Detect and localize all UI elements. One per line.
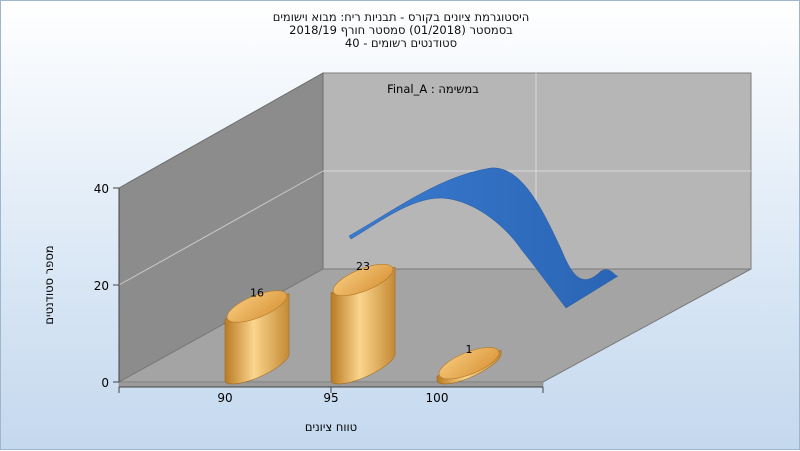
x-axis-title: טווח ציונים	[305, 420, 357, 434]
bar-cap	[226, 290, 288, 323]
chart-title: היסטוגרמת ציונים בקורס - תבניות ריח: מבו…	[1, 11, 800, 50]
x-tick-95: 95	[323, 391, 338, 405]
bar-label-100: 1	[466, 343, 473, 356]
x-axis: 90 95 100	[118, 386, 544, 405]
distribution-curve	[348, 167, 619, 309]
bar-100: 1	[436, 343, 502, 385]
y-axis: 40 20 0	[94, 182, 120, 390]
bars-group: 16 23 1	[224, 260, 502, 385]
y-tick-0: 0	[101, 376, 109, 390]
y-tick-20: 20	[94, 279, 109, 293]
floor-edge	[118, 381, 544, 388]
bar-cap	[332, 263, 394, 297]
title-line-1: היסטוגרמת ציונים בקורס - תבניות ריח: מבו…	[272, 10, 530, 24]
bar-95: 23	[330, 260, 396, 385]
x-tick-100: 100	[426, 391, 449, 405]
title-line-2: בסמסטר (01/2018) סמסטר חורף 2018/19	[289, 23, 513, 37]
gridline-side-h	[118, 170, 324, 286]
y-axis-title: מספר סטודנטים	[42, 245, 56, 324]
bar-90: 16	[224, 286, 290, 385]
bar-label-95: 23	[356, 260, 370, 273]
bar-cap	[438, 347, 500, 380]
bar-label-90: 16	[250, 286, 264, 299]
y-tick-40: 40	[94, 182, 109, 196]
x-tick-90: 90	[217, 391, 232, 405]
title-line-3: סטודנטים רשומים - 40	[344, 36, 458, 50]
bar-body	[330, 266, 396, 385]
task-annotation: במשימה : Final_A	[387, 82, 479, 96]
